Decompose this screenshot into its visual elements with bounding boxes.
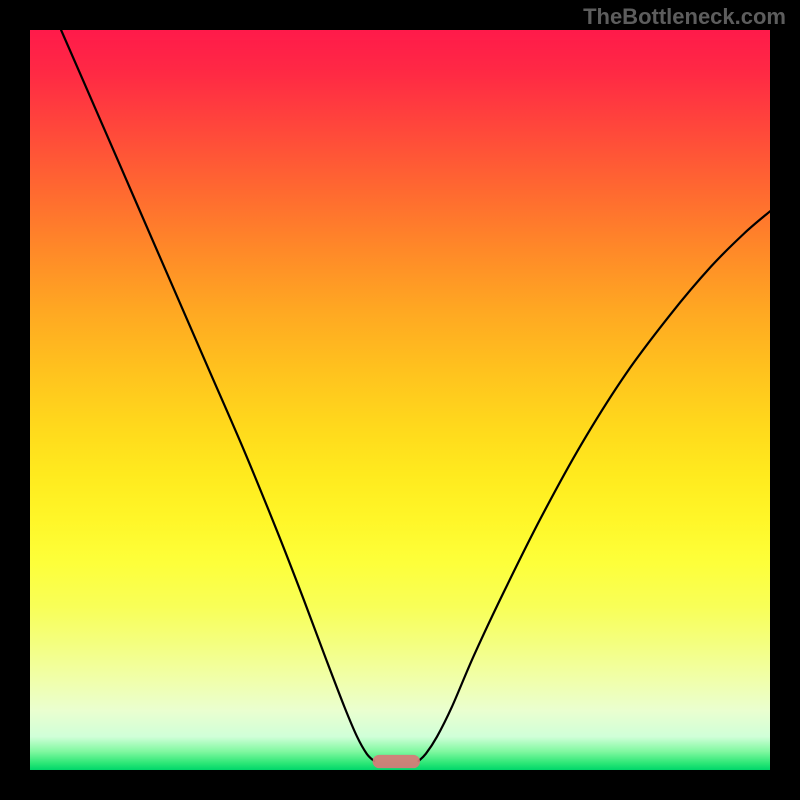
chart-container: TheBottleneck.com xyxy=(0,0,800,800)
watermark-label: TheBottleneck.com xyxy=(583,4,786,30)
minimum-marker xyxy=(373,755,420,768)
bottleneck-chart xyxy=(0,0,800,800)
plot-background xyxy=(30,30,770,770)
